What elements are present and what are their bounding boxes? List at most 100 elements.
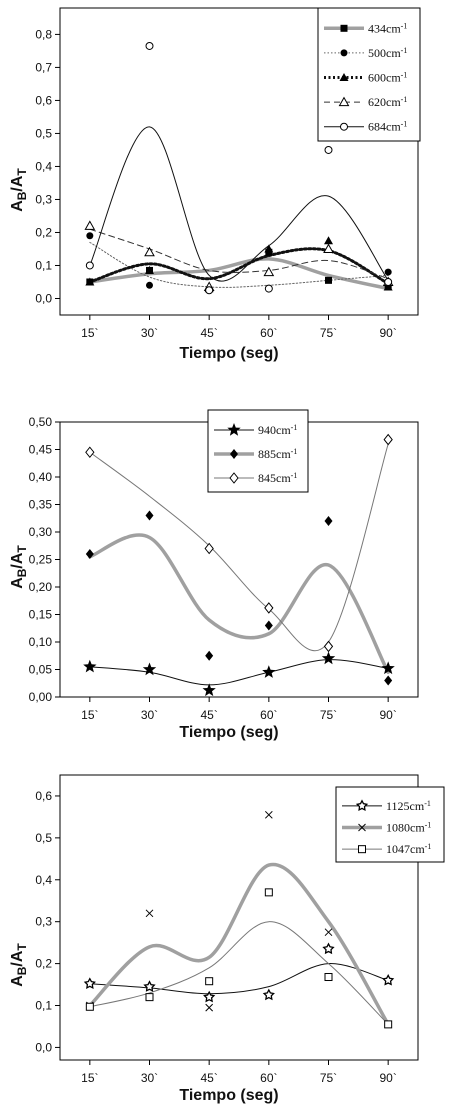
y-tick-label: 0,1 bbox=[35, 999, 52, 1013]
series-line-845cm-1 bbox=[89, 443, 389, 651]
x-tick-label: 45` bbox=[200, 708, 217, 722]
x-tick-label: 60` bbox=[260, 1071, 277, 1085]
legend-marker bbox=[338, 96, 350, 107]
data-point-600cm-1 bbox=[145, 265, 154, 274]
legend: 940cm-1 885cm-1 845cm-1 bbox=[207, 409, 309, 493]
x-tick-label: 90` bbox=[379, 326, 396, 340]
y-tick-label: 0,4 bbox=[35, 873, 52, 887]
series-line-600cm-1 bbox=[88, 247, 390, 286]
x-tick-label: 45` bbox=[200, 1071, 217, 1085]
series-line-684cm-1 bbox=[89, 126, 389, 282]
data-point-620cm-1 bbox=[263, 266, 275, 277]
legend-label: 1080cm-1 bbox=[386, 821, 431, 835]
y-tick-label: 0,7 bbox=[35, 60, 52, 74]
data-point-845cm-1 bbox=[204, 542, 214, 555]
data-point-1125cm-1 bbox=[83, 977, 96, 989]
data-point-684cm-1 bbox=[205, 286, 214, 295]
data-point-1080cm-1 bbox=[264, 810, 273, 819]
y-tick-label: 0,2 bbox=[35, 225, 52, 239]
legend: 1125cm-1 1080cm-1 1047cm-1 bbox=[335, 786, 445, 863]
y-tick-label: 0,35 bbox=[29, 498, 53, 512]
data-point-620cm-1 bbox=[323, 243, 334, 253]
legend-label: 885cm-1 bbox=[258, 447, 297, 461]
legend: 434cm-1 500cm-1 600cm-1 620cm-1 684cm-1 bbox=[317, 7, 421, 142]
data-point-1125cm-1 bbox=[262, 988, 275, 1001]
y-tick-label: 0,8 bbox=[35, 27, 52, 41]
series-line-885cm-1 bbox=[88, 533, 390, 674]
y-tick-label: 0,6 bbox=[35, 93, 52, 107]
x-tick-label: 30` bbox=[141, 1071, 158, 1085]
y-tick-label: 0,3 bbox=[35, 915, 52, 929]
data-point-885cm-1 bbox=[145, 510, 154, 521]
y-tick-label: 0,0 bbox=[35, 291, 52, 305]
legend-label: 1125cm-1 bbox=[386, 799, 431, 813]
legend-marker bbox=[340, 49, 348, 57]
y-tick-label: 0,05 bbox=[29, 663, 53, 677]
legend-label: 434cm-1 bbox=[368, 21, 407, 35]
legend-label: 940cm-1 bbox=[258, 423, 297, 437]
data-point-1047cm-1 bbox=[145, 993, 154, 1002]
data-point-684cm-1 bbox=[145, 41, 154, 50]
x-tick-label: 90` bbox=[379, 1071, 396, 1085]
data-point-940cm-1 bbox=[83, 659, 97, 673]
y-tick-label: 0,10 bbox=[29, 635, 53, 649]
data-point-1047cm-1 bbox=[205, 977, 214, 986]
data-point-684cm-1 bbox=[324, 145, 333, 154]
series-line-620cm-1 bbox=[89, 228, 389, 280]
legend-marker bbox=[339, 73, 349, 81]
data-point-1080cm-1 bbox=[145, 909, 154, 918]
x-tick-label: 30` bbox=[141, 326, 158, 340]
y-tick-label: 0,2 bbox=[35, 957, 52, 971]
data-point-500cm-1 bbox=[86, 232, 94, 240]
x-axis-label: Tiempo (seg) bbox=[179, 1087, 278, 1104]
y-tick-label: 0,45 bbox=[29, 443, 53, 457]
legend-label: 600cm-1 bbox=[368, 71, 407, 85]
data-point-1125cm-1 bbox=[322, 942, 335, 955]
chart-1: 0,0 0,1 0,2 0,3 0,4 0,5 0,6 0,7 0,8 15` 30` 45` 60` 7… bbox=[9, 7, 421, 362]
series-line-1125cm-1 bbox=[89, 963, 389, 995]
data-point-885cm-1 bbox=[85, 549, 94, 559]
plot-frame bbox=[59, 7, 419, 316]
y-axis-label: AB/AT bbox=[9, 168, 29, 212]
legend-marker bbox=[340, 24, 348, 32]
cross-stroke bbox=[358, 823, 366, 832]
x-axis-label: Tiempo (seg) bbox=[179, 724, 278, 741]
series-line-1047cm-1 bbox=[89, 921, 389, 1025]
cross-stroke bbox=[324, 928, 333, 937]
data-point-845cm-1 bbox=[85, 446, 95, 459]
series-line-434cm-1 bbox=[88, 257, 390, 291]
cross-stroke bbox=[145, 909, 154, 918]
series-line-940cm-1 bbox=[89, 659, 389, 686]
data-point-885cm-1 bbox=[384, 675, 393, 686]
legend-marker bbox=[227, 423, 241, 436]
data-point-1125cm-1 bbox=[382, 974, 395, 986]
data-point-845cm-1 bbox=[323, 640, 334, 653]
data-point-1047cm-1 bbox=[264, 888, 273, 897]
y-tick-label: 0,50 bbox=[29, 415, 53, 429]
x-tick-label: 30` bbox=[141, 708, 158, 722]
series-line-1080cm-1 bbox=[88, 862, 390, 1027]
x-tick-label: 75` bbox=[320, 708, 337, 722]
data-point-1125cm-1 bbox=[143, 980, 156, 992]
data-point-1047cm-1 bbox=[324, 973, 333, 982]
y-tick-label: 0,0 bbox=[35, 1040, 52, 1054]
data-point-1047cm-1 bbox=[85, 1002, 94, 1011]
data-point-600cm-1 bbox=[383, 282, 393, 291]
legend-marker bbox=[229, 472, 239, 484]
data-point-600cm-1 bbox=[264, 244, 274, 253]
cross-stroke bbox=[264, 810, 273, 819]
y-tick-label: 0,6 bbox=[35, 789, 52, 803]
data-point-600cm-1 bbox=[324, 236, 333, 245]
data-point-1047cm-1 bbox=[384, 1020, 393, 1029]
x-tick-label: 45` bbox=[200, 326, 217, 340]
x-tick-label: 15` bbox=[81, 1071, 98, 1085]
data-point-885cm-1 bbox=[324, 516, 333, 526]
data-point-845cm-1 bbox=[264, 602, 274, 614]
data-point-620cm-1 bbox=[144, 246, 155, 257]
y-tick-label: 0,00 bbox=[29, 690, 53, 704]
data-point-684cm-1 bbox=[264, 284, 273, 293]
x-tick-label: 90` bbox=[379, 708, 396, 722]
legend-marker bbox=[355, 799, 369, 812]
data-point-845cm-1 bbox=[383, 433, 393, 446]
data-point-940cm-1 bbox=[381, 661, 395, 675]
